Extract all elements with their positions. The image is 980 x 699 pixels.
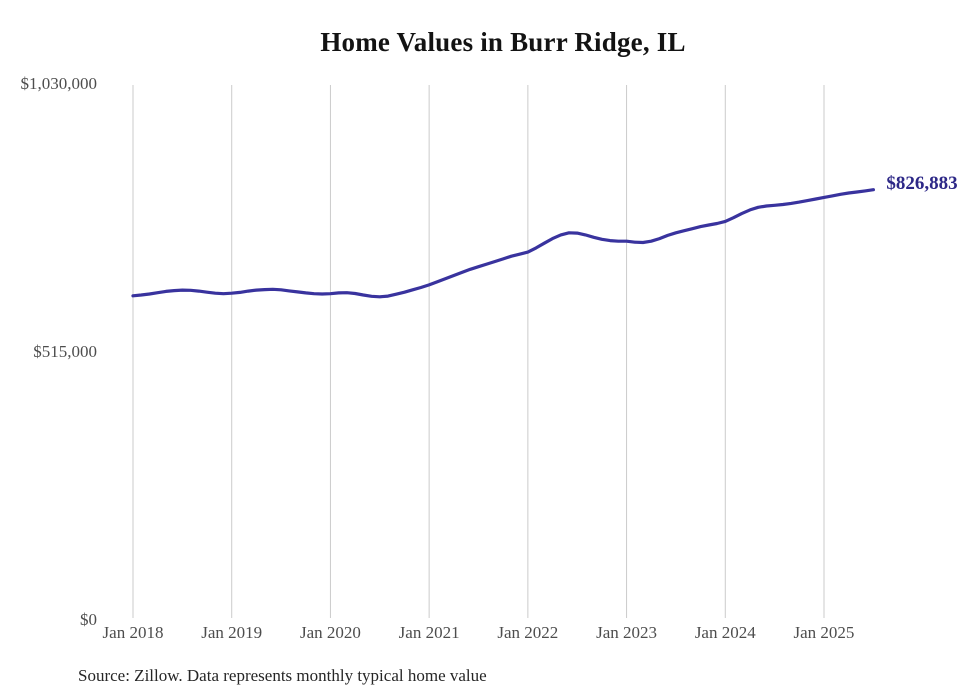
chart-title: Home Values in Burr Ridge, IL (320, 27, 686, 57)
x-axis-tick-label: Jan 2023 (596, 623, 658, 642)
x-axis-tick-label: Jan 2020 (299, 623, 361, 642)
x-axis-tick-label: Jan 2025 (793, 623, 855, 642)
series-group (131, 188, 876, 299)
x-axis-tick-label: Jan 2018 (102, 623, 164, 642)
source-note: Source: Zillow. Data represents monthly … (78, 666, 487, 685)
x-axis-tick-label: Jan 2021 (398, 623, 460, 642)
x-axis-tick-label: Jan 2024 (694, 623, 756, 642)
latest-value-label: $826,883 (886, 172, 958, 194)
y-axis-tick-label: $515,000 (33, 342, 97, 361)
gridline-group (132, 85, 825, 618)
y-axis-tick-label: $1,030,000 (20, 74, 98, 93)
x-axis-tick-label: Jan 2019 (201, 623, 263, 642)
x-axis-tick-label: Jan 2022 (497, 623, 559, 642)
home-value-line (131, 188, 876, 299)
y-axis-tick-label: $0 (80, 610, 97, 629)
